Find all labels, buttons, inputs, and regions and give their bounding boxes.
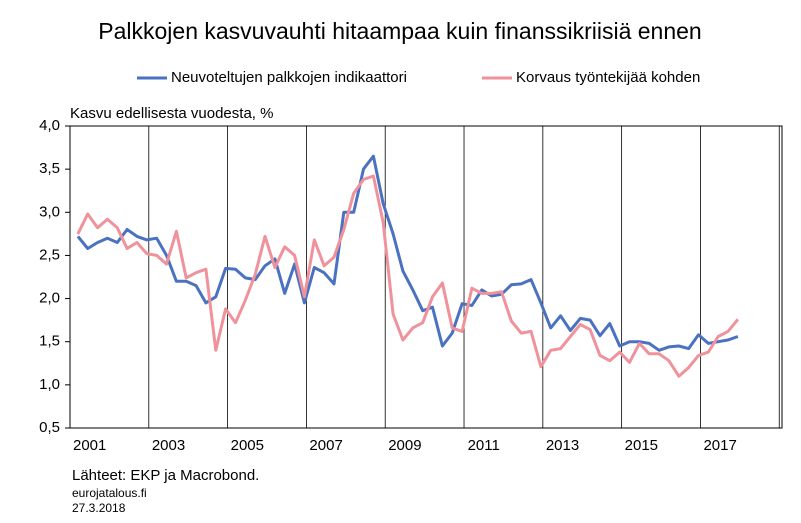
- x-tick-label: 2011: [468, 437, 500, 454]
- legend-label: Korvaus työntekijää kohden: [516, 69, 700, 86]
- y-tick-label: 2,0: [39, 290, 60, 307]
- x-tick-label: 2007: [309, 437, 342, 454]
- source: Lähteet: EKP ja Macrobond.: [72, 467, 259, 484]
- legend-label: Neuvoteltujen palkkojen indikaattori: [171, 69, 407, 86]
- chart-title: Palkkojen kasvuvauhti hitaampaa kuin fin…: [98, 18, 701, 44]
- y-tick-label: 4,0: [39, 117, 60, 134]
- x-tick-label: 2015: [625, 437, 658, 454]
- y-tick-label: 3,5: [39, 160, 60, 177]
- y-tick-label: 2,5: [39, 246, 60, 263]
- x-tick-label: 2009: [388, 437, 421, 454]
- y-tick-label: 1,0: [39, 376, 60, 393]
- x-tick-label: 2005: [231, 437, 264, 454]
- y-tick-label: 3,0: [39, 203, 60, 220]
- y-axis-label: Kasvu edellisesta vuodesta, %: [70, 105, 273, 122]
- y-tick-label: 1,5: [39, 333, 60, 350]
- site: eurojatalous.fi: [72, 486, 147, 500]
- series-line: [76, 154, 739, 352]
- date: 27.3.2018: [72, 501, 126, 515]
- series-line: [76, 174, 740, 378]
- x-tick-label: 2017: [703, 437, 736, 454]
- x-tick-label: 2003: [152, 437, 185, 454]
- x-tick-label: 2001: [73, 437, 106, 454]
- x-tick-label: 2013: [546, 437, 579, 454]
- y-tick-label: 0,5: [39, 419, 60, 436]
- plot-frame: [69, 125, 783, 429]
